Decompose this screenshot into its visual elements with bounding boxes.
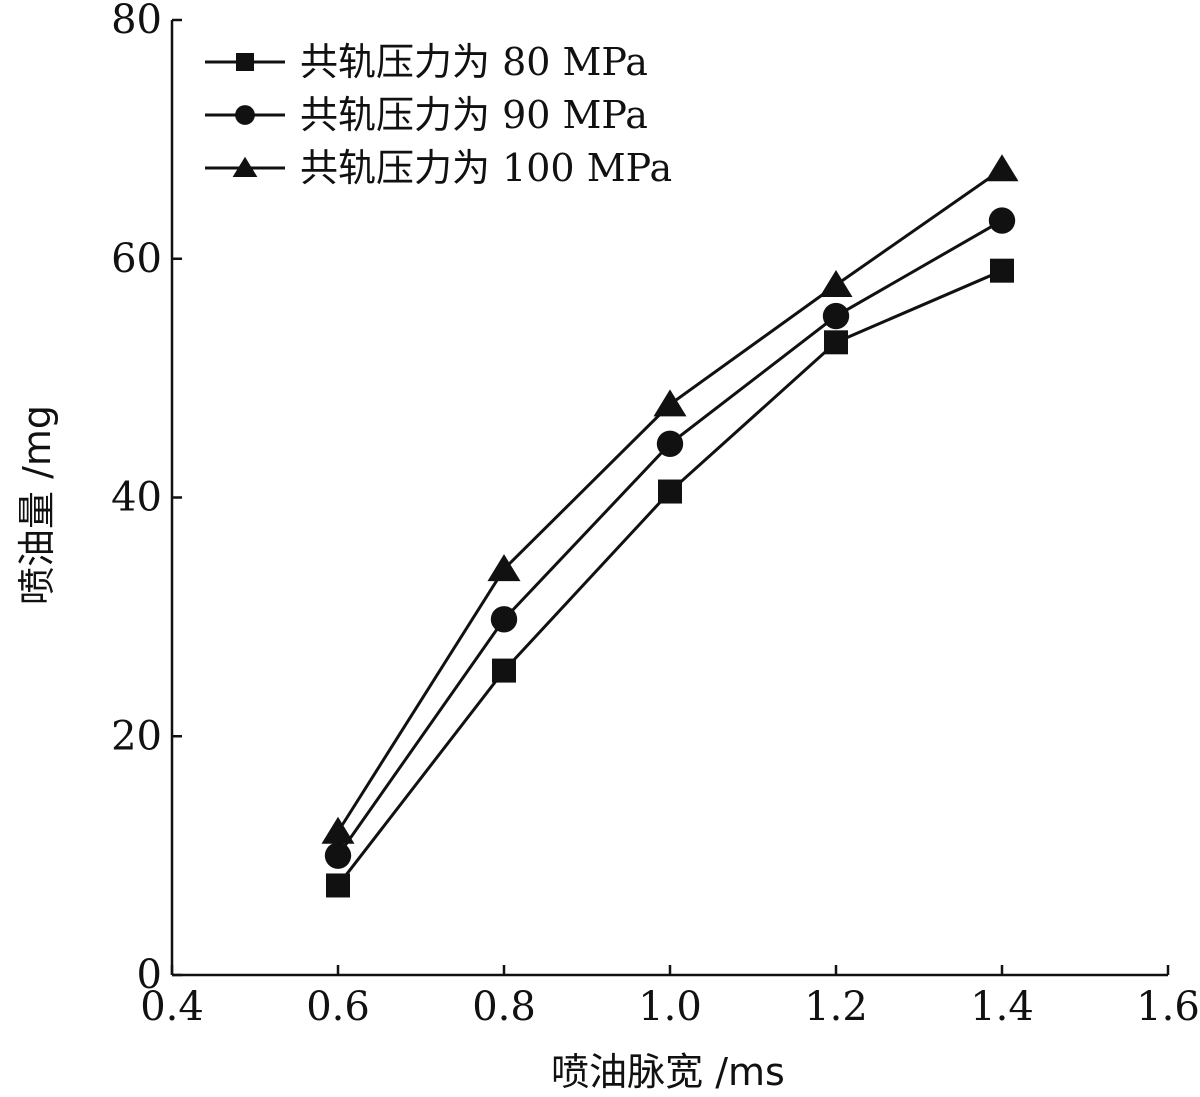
square-marker (326, 873, 350, 898)
y-tick-label: 40 (111, 475, 162, 521)
x-tick-label: 1.2 (804, 984, 868, 1030)
triangle-marker (819, 270, 853, 298)
square-marker (658, 479, 682, 504)
y-tick-label: 60 (111, 236, 162, 282)
triangle-marker (321, 816, 355, 844)
x-axis-title: 喷油脉宽 /ms (551, 1050, 785, 1094)
circle-marker (235, 105, 255, 125)
series-line (336, 219, 1003, 857)
series-circle (324, 207, 1016, 869)
legend-item: 共轨压力为 80 MPa (205, 40, 648, 84)
x-tick-label: 1.0 (638, 984, 702, 1030)
circle-marker (988, 207, 1016, 234)
triangle-marker (232, 156, 258, 177)
square-marker (492, 658, 516, 683)
y-tick-label: 20 (111, 713, 162, 759)
y-tick-label: 0 (137, 952, 162, 998)
legend-label: 共轨压力为 80 MPa (300, 40, 648, 84)
series-layer (321, 154, 1019, 898)
x-tick-label: 1.6 (1136, 984, 1200, 1030)
legend-label: 共轨压力为 90 MPa (300, 93, 648, 137)
circle-marker (324, 842, 352, 869)
legend-item: 共轨压力为 90 MPa (205, 93, 648, 137)
legend-label: 共轨压力为 100 MPa (300, 146, 672, 190)
circle-marker (822, 302, 850, 330)
circle-marker (490, 606, 518, 633)
axis-ticks: 0.4 0.6 0.8 1.0 1.2 1.4 1.6 0 20 40 60 80 (111, 0, 1200, 1030)
square-marker (824, 330, 848, 355)
series-triangle (321, 154, 1019, 844)
triangle-marker (985, 154, 1019, 182)
circle-marker (656, 430, 684, 457)
x-tick-label: 0.8 (472, 984, 536, 1030)
legend: 共轨压力为 80 MPa 共轨压力为 90 MPa 共轨压力为 100 MPa (205, 40, 672, 190)
square-marker (990, 258, 1014, 283)
x-tick-label: 0.4 (140, 984, 204, 1030)
y-axis-title: 喷油量 /mg (15, 405, 59, 605)
y-tick-label: 80 (111, 0, 162, 43)
x-tick-label: 0.6 (306, 984, 370, 1030)
x-tick-label: 1.4 (970, 984, 1034, 1030)
square-marker (236, 53, 254, 71)
series-line (336, 269, 1003, 887)
triangle-marker (487, 554, 521, 582)
series-square (326, 258, 1014, 898)
legend-item: 共轨压力为 100 MPa (205, 146, 672, 190)
triangle-marker (653, 389, 687, 417)
